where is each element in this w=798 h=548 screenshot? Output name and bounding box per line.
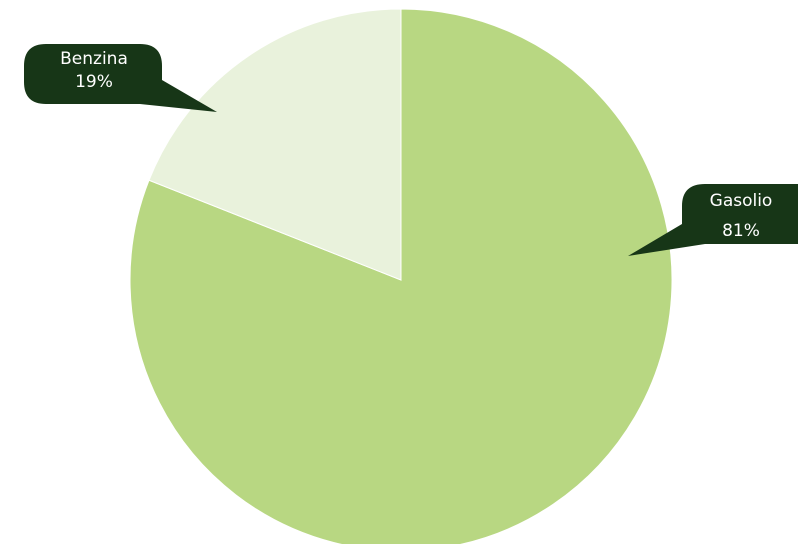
callout-benzina-value: 19% [75,72,113,92]
callout-gasolio: Gasolio 81% [628,184,798,256]
callout-gasolio-value: 81% [722,221,760,241]
callout-benzina: Benzina 19% [24,44,217,112]
callout-gasolio-label: Gasolio [710,191,773,211]
pie-slices [129,8,673,548]
callout-benzina-bubble [24,44,217,112]
callout-benzina-label: Benzina [60,49,128,69]
callout-gasolio-bubble [628,184,798,256]
pie-slice-benzina [148,8,402,281]
